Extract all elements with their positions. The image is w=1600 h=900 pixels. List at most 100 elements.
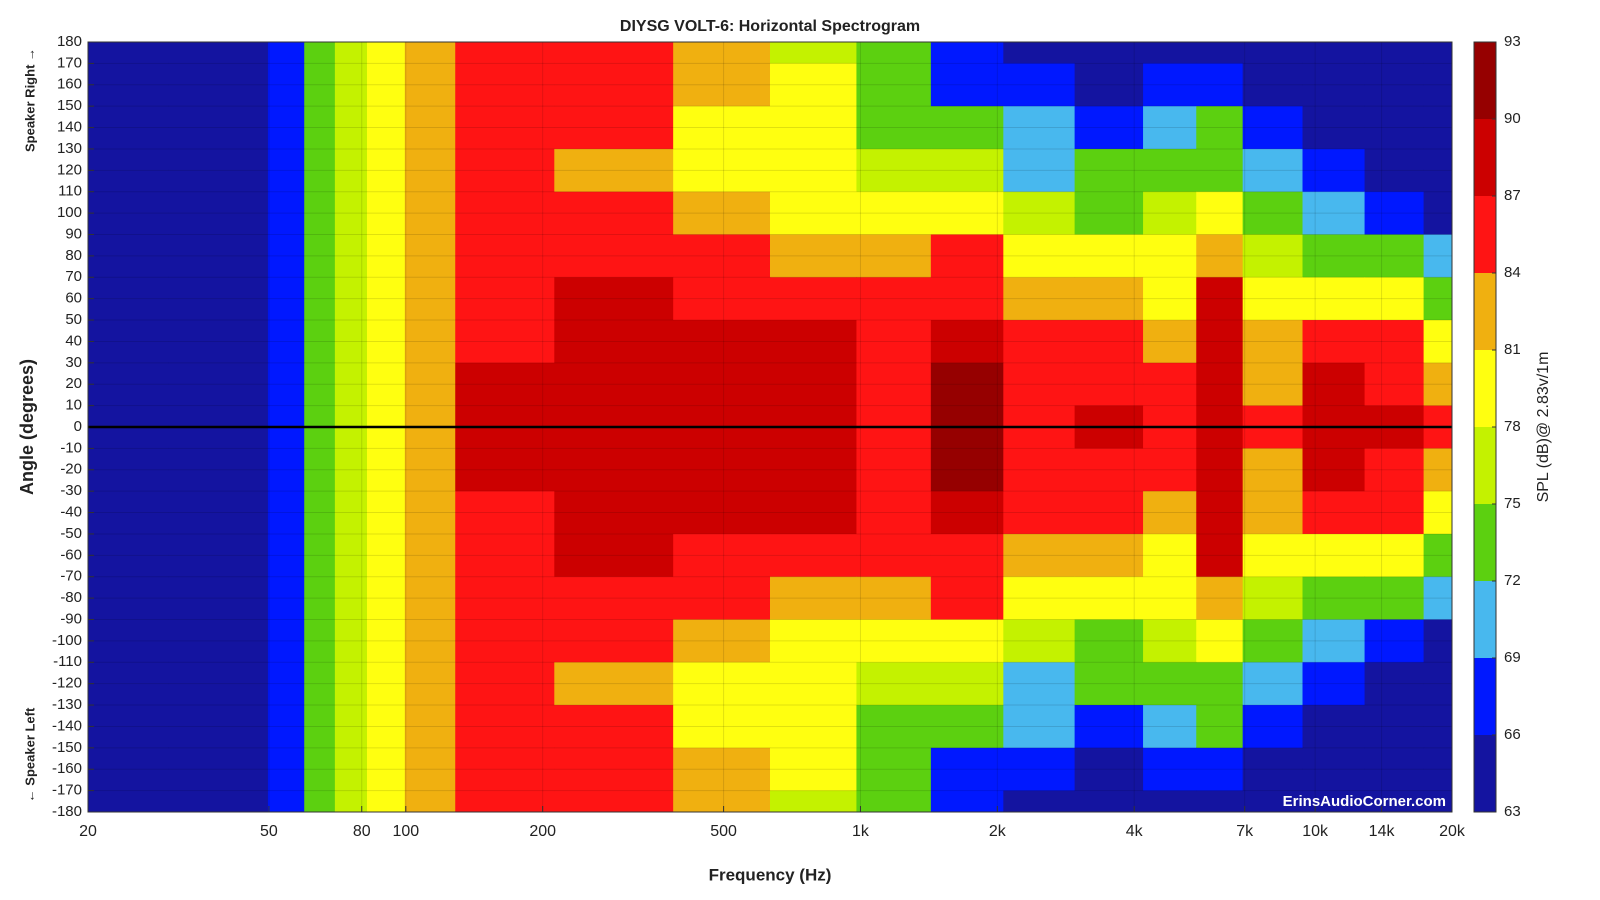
heat-cell: [88, 362, 169, 407]
heat-cell: [1074, 662, 1144, 706]
colorbar-band: [1474, 581, 1496, 658]
heat-cell: [554, 42, 674, 64]
heatmap: [88, 42, 1453, 813]
heat-cell: [366, 619, 406, 663]
heat-cell: [1242, 148, 1304, 193]
heat-cell: [404, 42, 456, 64]
heat-cell: [1003, 662, 1076, 706]
heat-cell: [770, 277, 857, 321]
x-tick-label: 20: [79, 823, 97, 840]
heat-cell: [88, 491, 169, 535]
colorbar-tick-label: 75: [1504, 495, 1521, 512]
heat-cell: [404, 576, 456, 620]
heat-cell: [304, 747, 336, 792]
overlay: 1801701601501401301201101009080706050403…: [52, 33, 1521, 840]
heat-cell: [1364, 320, 1425, 364]
heat-cell: [1074, 705, 1144, 749]
heat-cell: [168, 747, 269, 792]
heat-cell: [1423, 277, 1453, 321]
heat-cell: [673, 148, 771, 193]
heat-cell: [856, 320, 932, 364]
x-tick-label: 50: [260, 823, 278, 840]
heat-cell: [1196, 106, 1244, 150]
heat-cell: [366, 491, 406, 535]
heat-cell: [1074, 277, 1144, 321]
heat-cell: [930, 63, 1004, 107]
heat-cell: [455, 106, 555, 150]
heat-cell: [88, 448, 169, 492]
heat-cell: [673, 234, 771, 278]
y-axis-label: Angle (degrees): [17, 359, 37, 495]
colorbar-tick-label: 66: [1504, 726, 1521, 743]
heat-cell: [1423, 619, 1453, 663]
heat-cell: [856, 747, 932, 792]
heat-cell: [1143, 63, 1197, 107]
heat-cell: [673, 705, 771, 749]
heat-cell: [1423, 320, 1453, 364]
heat-cell: [304, 619, 336, 663]
heat-cell: [930, 191, 1004, 235]
heat-cell: [404, 277, 456, 321]
heat-cell: [930, 576, 1004, 620]
y-tick-label: -70: [60, 568, 82, 585]
heat-cell: [455, 491, 555, 535]
heat-cell: [1364, 576, 1425, 620]
heat-cell: [1074, 234, 1144, 278]
heat-cell: [930, 42, 1004, 64]
heat-cell: [455, 705, 555, 749]
heat-cell: [1074, 148, 1144, 193]
heat-cell: [770, 320, 857, 364]
heat-cell: [1302, 191, 1366, 235]
y-tick-label: 130: [57, 140, 82, 157]
colorbar-band: [1474, 658, 1496, 735]
heat-cell: [1003, 42, 1076, 64]
colorbar-tick-label: 90: [1504, 110, 1521, 127]
heat-cell: [1003, 106, 1076, 150]
heat-cell: [455, 148, 555, 193]
x-tick-label: 100: [392, 823, 419, 840]
heat-cell: [1196, 533, 1244, 578]
heat-cell: [88, 662, 169, 706]
heat-cell: [673, 106, 771, 150]
heat-cell: [1364, 619, 1425, 663]
heat-cell: [1364, 191, 1425, 235]
heat-cell: [267, 42, 305, 64]
heat-cell: [366, 747, 406, 792]
heat-cell: [1423, 234, 1453, 278]
heat-cell: [267, 619, 305, 663]
heat-cell: [1143, 234, 1197, 278]
x-tick-label: 4k: [1126, 823, 1144, 840]
heat-cell: [304, 63, 336, 107]
heat-cell: [267, 63, 305, 107]
heat-cell: [366, 790, 406, 813]
heat-cell: [1242, 533, 1304, 578]
heat-cell: [1242, 576, 1304, 620]
heat-cell: [856, 705, 932, 749]
heat-cell: [1242, 234, 1304, 278]
heat-cell: [1074, 790, 1144, 813]
heat-cell: [1302, 533, 1366, 578]
heat-cell: [455, 277, 555, 321]
x-axis-label: Frequency (Hz): [709, 865, 832, 884]
heat-cell: [1302, 705, 1366, 749]
heat-cell: [673, 747, 771, 792]
heat-cell: [1196, 576, 1244, 620]
heat-cell: [1143, 277, 1197, 321]
heat-cell: [1423, 533, 1453, 578]
heat-cell: [88, 42, 169, 64]
heat-cell: [1003, 747, 1076, 792]
heat-cell: [554, 320, 674, 364]
x-tick-label: 1k: [852, 823, 870, 840]
heat-cell: [554, 790, 674, 813]
heat-cell: [334, 619, 368, 663]
heat-cell: [267, 320, 305, 364]
heat-cell: [88, 148, 169, 193]
heat-cell: [1196, 705, 1244, 749]
y-tick-label: -90: [60, 610, 82, 627]
heat-cell: [1003, 234, 1076, 278]
heat-cell: [404, 790, 456, 813]
heat-cell: [334, 790, 368, 813]
heat-cell: [930, 533, 1004, 578]
annotation: Speaker Right →: [22, 48, 37, 152]
heat-cell: [1143, 148, 1197, 193]
